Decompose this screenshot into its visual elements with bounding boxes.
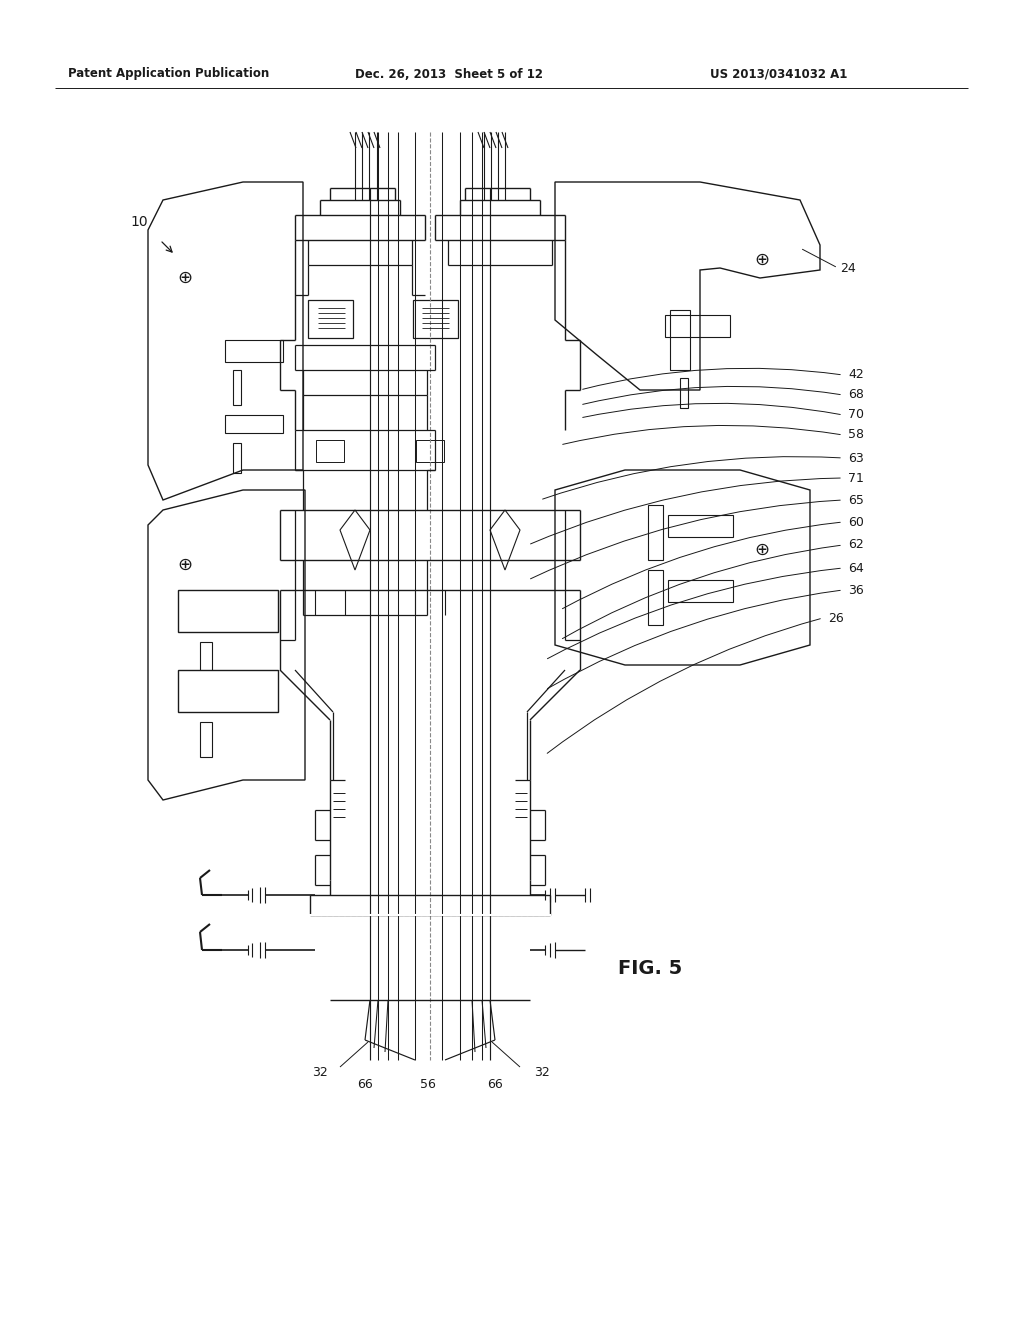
Text: 62: 62 xyxy=(848,539,864,552)
Text: Patent Application Publication: Patent Application Publication xyxy=(68,67,269,81)
Text: US 2013/0341032 A1: US 2013/0341032 A1 xyxy=(710,67,848,81)
Text: 70: 70 xyxy=(848,408,864,421)
Bar xyxy=(233,444,241,473)
Bar xyxy=(668,515,733,537)
Bar xyxy=(200,722,212,756)
Text: ⊕: ⊕ xyxy=(755,541,770,558)
Bar xyxy=(670,310,690,370)
Bar xyxy=(225,341,283,362)
Text: 60: 60 xyxy=(848,516,864,528)
Text: 65: 65 xyxy=(848,494,864,507)
Text: 68: 68 xyxy=(848,388,864,401)
Text: 32: 32 xyxy=(312,1067,328,1080)
Bar xyxy=(178,590,278,632)
Text: 36: 36 xyxy=(848,583,864,597)
Bar xyxy=(225,414,283,433)
Bar xyxy=(316,440,344,462)
Bar xyxy=(178,671,278,711)
Bar xyxy=(308,300,353,338)
Bar xyxy=(648,570,663,624)
Text: ⊕: ⊕ xyxy=(755,251,770,269)
Bar xyxy=(665,315,730,337)
Text: 66: 66 xyxy=(357,1078,373,1092)
Text: Dec. 26, 2013  Sheet 5 of 12: Dec. 26, 2013 Sheet 5 of 12 xyxy=(355,67,543,81)
Bar xyxy=(648,506,663,560)
Bar xyxy=(416,440,444,462)
Text: 71: 71 xyxy=(848,471,864,484)
Bar xyxy=(680,378,688,408)
Bar xyxy=(233,370,241,405)
Text: 26: 26 xyxy=(828,611,844,624)
Text: 63: 63 xyxy=(848,451,864,465)
Text: 58: 58 xyxy=(848,429,864,441)
Text: ⊕: ⊕ xyxy=(177,556,193,574)
Text: 64: 64 xyxy=(848,561,864,574)
Text: 32: 32 xyxy=(534,1067,550,1080)
Text: 24: 24 xyxy=(840,261,856,275)
Text: ⊕: ⊕ xyxy=(177,269,193,286)
Text: 66: 66 xyxy=(487,1078,503,1092)
Text: 10: 10 xyxy=(130,215,147,228)
Bar xyxy=(200,642,212,697)
Text: 42: 42 xyxy=(848,368,864,381)
Text: FIG. 5: FIG. 5 xyxy=(618,958,682,978)
Text: 56: 56 xyxy=(420,1078,436,1092)
Bar xyxy=(413,300,458,338)
Bar xyxy=(668,579,733,602)
